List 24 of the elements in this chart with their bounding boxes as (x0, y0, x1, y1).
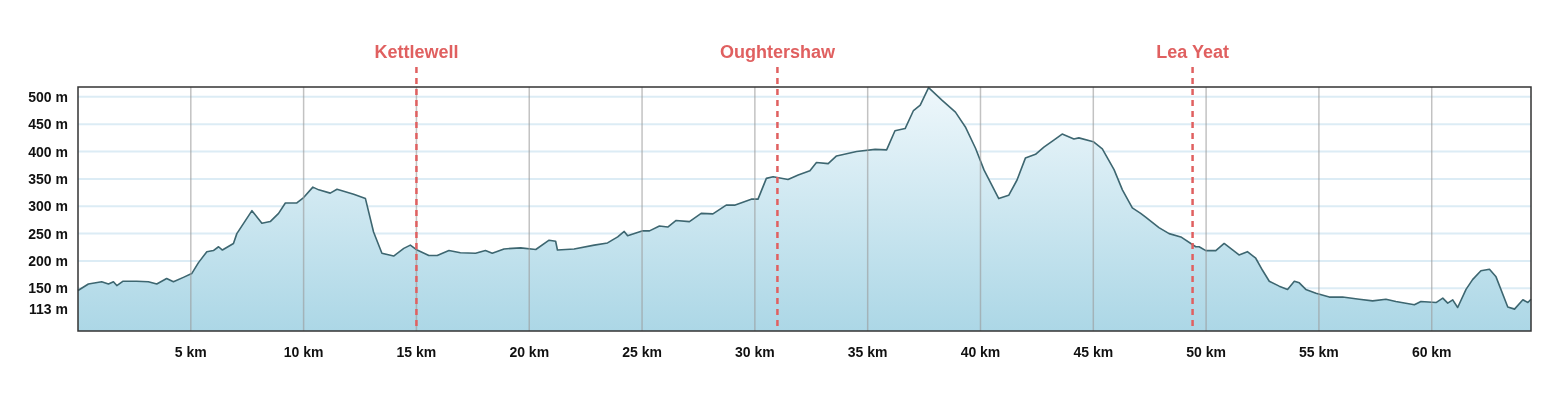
y-tick-label: 300 m (28, 198, 68, 215)
y-tick-label: 113 m (29, 300, 68, 317)
x-tick-label: 10 km (283, 344, 324, 360)
x-tick-label: 5 km (174, 344, 207, 360)
x-tick-label: 25 km (622, 344, 662, 360)
x-tick-label: 50 km (1186, 344, 1226, 360)
ref-line-label: Oughtershaw (719, 42, 836, 62)
x-tick-label: 15 km (396, 344, 437, 360)
x-tick-label: 35 km (847, 344, 888, 360)
ref-line-label: Lea Yeat (1156, 42, 1229, 62)
x-tick-label: 30 km (735, 344, 775, 360)
y-tick-label: 500 m (28, 88, 68, 105)
x-tick-label: 60 km (1411, 344, 1452, 360)
x-tick-label: 45 km (1073, 344, 1114, 360)
x-tick-label: 40 km (960, 344, 1001, 360)
x-tick-label: 20 km (509, 344, 550, 360)
y-tick-label: 400 m (28, 143, 68, 160)
ref-line-label: Kettlewell (374, 42, 459, 62)
y-tick-label: 350 m (28, 170, 68, 187)
y-tick-label: 250 m (28, 225, 68, 242)
y-tick-label: 150 m (28, 280, 68, 297)
y-tick-label: 450 m (28, 116, 68, 133)
y-tick-label: 200 m (28, 252, 68, 269)
x-tick-label: 55 km (1299, 344, 1339, 360)
